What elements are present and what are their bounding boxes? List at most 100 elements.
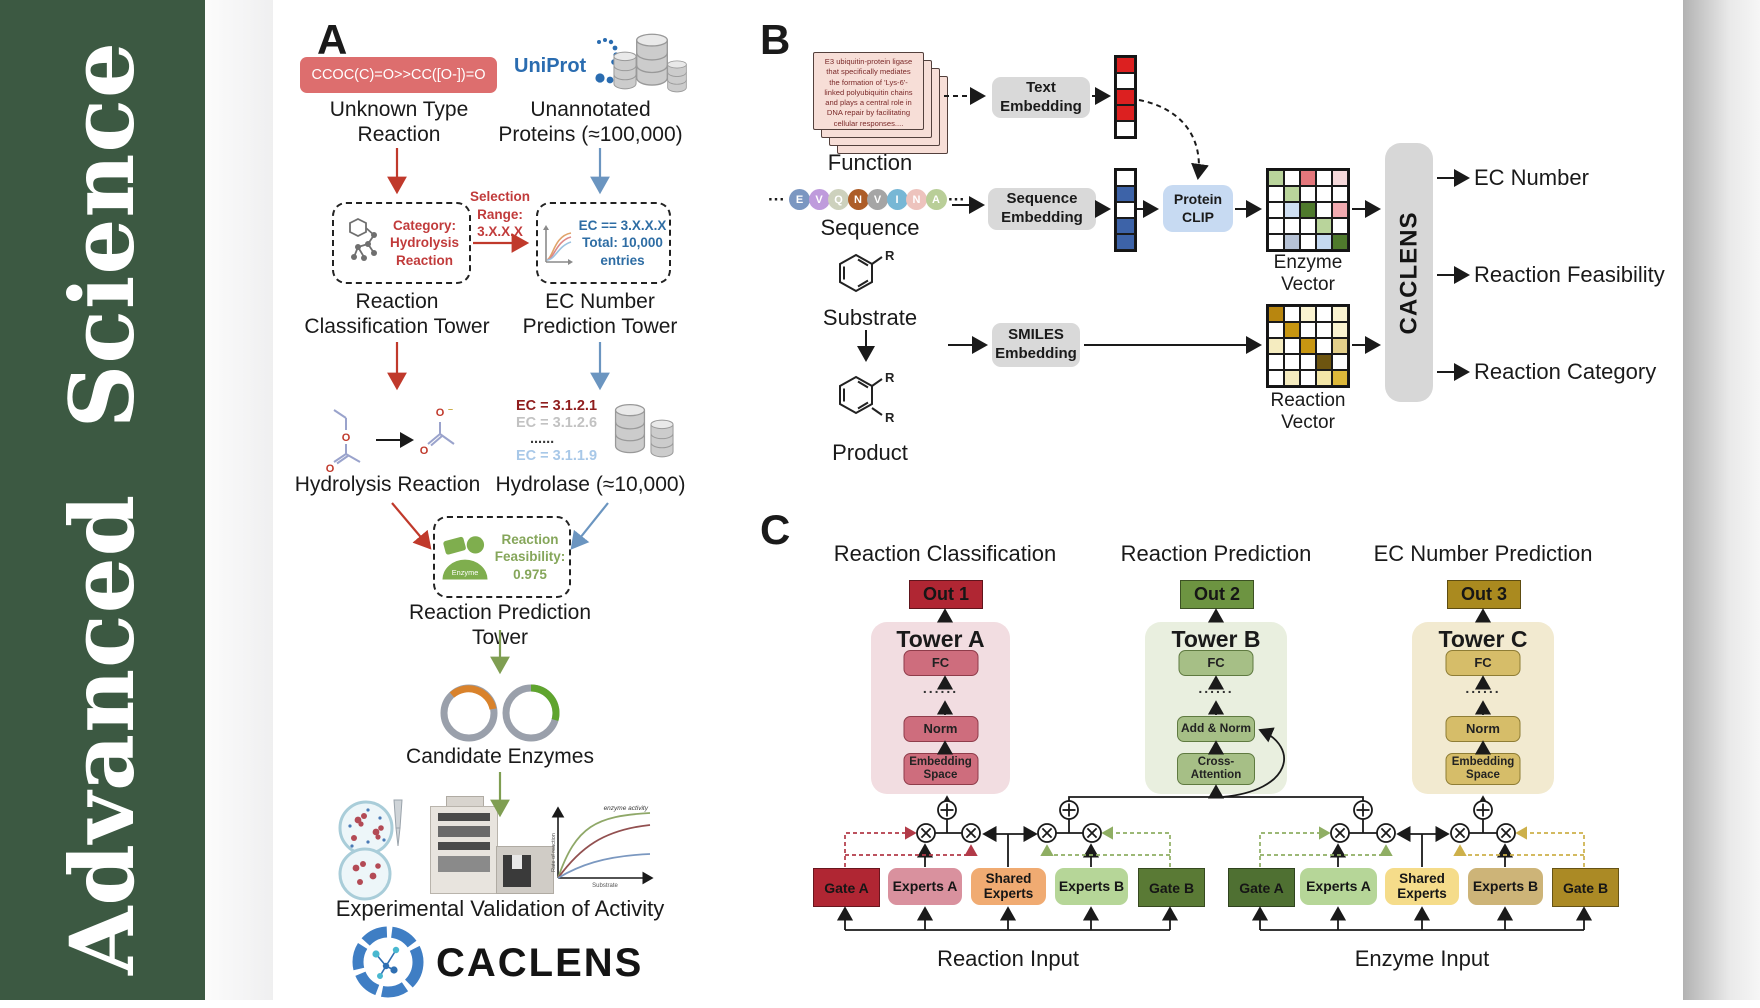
feasibility-box: Enzyme Reaction Feasibility: 0.975 (433, 516, 571, 598)
enzyme-icon: Enzyme (442, 536, 488, 580)
tower-c-dots: ...... (1465, 680, 1501, 696)
grid-cell (1332, 186, 1348, 202)
hplc-module (438, 826, 490, 837)
enzyme-vector-label: Enzyme Vector (1273, 252, 1343, 295)
vector-cell (1116, 170, 1135, 186)
reaction-smiles: CCOC(C)=O>>CC([O-])=O (311, 67, 486, 83)
protein-clip-box: Protein CLIP (1163, 185, 1233, 232)
vector-cell (1116, 89, 1135, 105)
reaction-smiles-box: CCOC(C)=O>>CC([O-])=O (300, 57, 497, 93)
product-structure: R R (839, 370, 895, 425)
tower-b-add-norm: Add & Norm (1177, 716, 1255, 742)
grid-cell (1332, 218, 1348, 234)
r-group-label: R (885, 370, 895, 385)
grid-cell (1332, 354, 1348, 370)
journal-title: Advanced Science (50, 41, 154, 975)
cells-pipette-icon (338, 799, 403, 901)
tower-a-embedding-space: Embedding Space (903, 753, 978, 785)
tower-c-fc: FC (1445, 650, 1521, 676)
hplc-vial-slot (512, 855, 522, 869)
sequence-label: Sequence (820, 215, 920, 240)
residue-circle: V (867, 189, 888, 210)
substrate-label: Substrate (822, 305, 918, 330)
grid-cell (1300, 218, 1316, 234)
hplc-instrument (430, 806, 498, 894)
residue-circle: N (906, 189, 927, 210)
prediction-tower-label: Reaction Prediction Tower (408, 601, 592, 649)
tower-b: Tower B FC ...... Add & Norm Cross- Atte… (1145, 622, 1287, 794)
kinetics-plot: enzyme activity Rate of reaction Substra… (551, 805, 654, 889)
enzyme-experts-a: Experts A (1300, 868, 1377, 905)
sequence-embedding-vector (1114, 168, 1137, 252)
reaction-input-label: Reaction Input (937, 946, 1079, 971)
grid-cell (1268, 338, 1284, 354)
enzyme-experts-b: Experts B (1468, 868, 1543, 905)
tower-b-cross-attention: Cross- Attention (1177, 753, 1255, 785)
grid-cell (1316, 202, 1332, 218)
tower-c-embedding-space: Embedding Space (1445, 753, 1521, 785)
classification-result-box: Category: Hydrolysis Reaction (332, 202, 471, 284)
grid-cell (1268, 170, 1284, 186)
tower-b-fc: FC (1178, 650, 1254, 676)
function-card-text: E3 ubiquitin-protein ligase that specifi… (824, 57, 913, 128)
hplc-module (438, 842, 490, 850)
page-right-shadow (1683, 0, 1760, 1000)
tower-a-dots: ...... (922, 680, 959, 696)
page-left-shadow (205, 0, 273, 1000)
grid-cell (1284, 338, 1300, 354)
unknown-reaction-label: Unknown Type Reaction (329, 98, 469, 146)
substrate-structure: R (839, 248, 895, 292)
out3-box: Out 3 (1447, 580, 1521, 609)
hplc-detector (496, 846, 554, 894)
grid-cell (1268, 218, 1284, 234)
curves-icon (542, 225, 573, 265)
grid-cell (1316, 306, 1332, 322)
database-icon (650, 419, 674, 458)
ec-result: EC == 3.X.X.X Total: 10,000 entries (578, 217, 667, 268)
text-embedding-vector (1114, 55, 1137, 139)
ec-result-2: EC = 3.1.2.6 (516, 415, 598, 431)
title-reaction-prediction: Reaction Prediction (1120, 541, 1312, 566)
grid-cell (1284, 234, 1300, 250)
grid-cell (1332, 338, 1348, 354)
hydrolysis-label: Hydrolysis Reaction (294, 473, 481, 496)
title-ec-number-prediction: EC Number Prediction (1373, 541, 1593, 566)
tower-b-dots: ...... (1198, 680, 1234, 696)
vector-cell (1116, 186, 1135, 202)
tower-a-fc: FC (903, 650, 978, 676)
sequence-embedding-box: Sequence Embedding (988, 188, 1096, 230)
grid-cell (1332, 322, 1348, 338)
enzyme-shared-experts: Shared Experts (1385, 868, 1459, 905)
grid-cell (1300, 322, 1316, 338)
vector-cell (1116, 57, 1135, 73)
reaction-gate-a: Gate A (813, 868, 880, 907)
caclens-logo-icon (352, 926, 424, 998)
grid-cell (1300, 202, 1316, 218)
hplc-detector-door (503, 855, 531, 887)
svg-text:O: O (436, 407, 445, 419)
grid-cell (1300, 170, 1316, 186)
grid-cell (1284, 354, 1300, 370)
vector-cell (1116, 73, 1135, 89)
grid-cell (1284, 322, 1300, 338)
residue-circle: V (808, 189, 830, 210)
reaction-vector-label: Reaction Vector (1270, 390, 1346, 433)
svg-text:–: – (448, 404, 453, 414)
enzyme-gate-b: Gate B (1552, 868, 1619, 907)
ec-result-box: EC == 3.X.X.X Total: 10,000 entries (536, 202, 671, 284)
grid-cell (1268, 354, 1284, 370)
r-group-label: R (885, 248, 895, 263)
vector-cell (1116, 218, 1135, 234)
grid-cell (1316, 354, 1332, 370)
r-group-label: R (885, 410, 895, 425)
journal-sidebar: Advanced Science (0, 0, 205, 1000)
grid-cell (1284, 218, 1300, 234)
caclens-logo-text: CACLENS (436, 941, 644, 985)
grid-cell (1332, 202, 1348, 218)
residue-circle: Q (828, 189, 849, 210)
grid-cell (1332, 306, 1348, 322)
tower-c-norm: Norm (1445, 716, 1521, 742)
function-card: E3 ubiquitin-protein ligase that specifi… (813, 52, 924, 130)
residue-circle: I (886, 189, 908, 210)
reaction-vector-grid (1266, 304, 1350, 388)
